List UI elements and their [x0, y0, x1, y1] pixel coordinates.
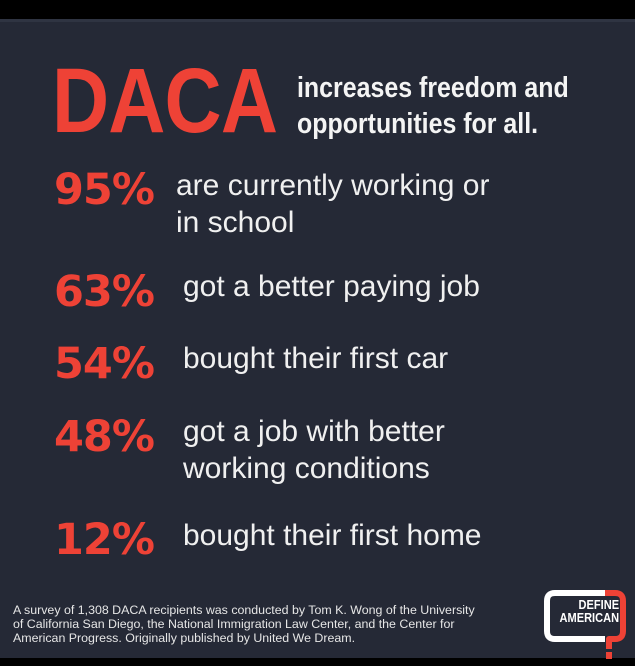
source-citation: A survey of 1,308 DACA recipients was co… [13, 603, 493, 645]
infographic-panel [0, 19, 635, 658]
stat-line: are currently working or [176, 169, 490, 202]
stat-line: working conditions [183, 452, 430, 485]
stat-description: are currently working or in school [176, 167, 489, 241]
stat-description: bought their first home [183, 517, 482, 554]
stat-line: got a better paying job [183, 270, 480, 303]
stat-value: 12% [54, 515, 155, 565]
stat-value: 95% [54, 165, 155, 215]
logo-line: DEFINE [578, 597, 619, 612]
stat-value: 48% [54, 412, 155, 462]
question-mark-bracket-icon [544, 590, 626, 659]
stat-line: bought their first home [183, 519, 482, 552]
citation-line: American Progress. Originally published … [13, 631, 356, 645]
subtitle-line: increases freedom and [297, 72, 569, 104]
stat-line: in school [176, 206, 295, 239]
headline-daca: DACA [52, 50, 278, 152]
stat-description: got a better paying job [183, 268, 480, 305]
citation-line: of California San Diego, the National Im… [13, 617, 455, 631]
stat-line: got a job with better [183, 415, 445, 448]
logo-wordmark: DEFINE AMERICAN [559, 598, 619, 624]
stat-value: 63% [54, 267, 155, 317]
subtitle-line: opportunities for all. [297, 108, 539, 140]
stat-value: 54% [54, 339, 155, 389]
stat-description: bought their first car [183, 340, 448, 377]
stat-line: bought their first car [183, 342, 449, 375]
citation-line: A survey of 1,308 DACA recipients was co… [13, 603, 475, 617]
headline-subtitle: increases freedom and opportunities for … [297, 70, 569, 142]
define-american-logo: DEFINE AMERICAN [543, 589, 629, 661]
logo-line: AMERICAN [559, 610, 619, 625]
stat-description: got a job with better working conditions [183, 413, 445, 487]
